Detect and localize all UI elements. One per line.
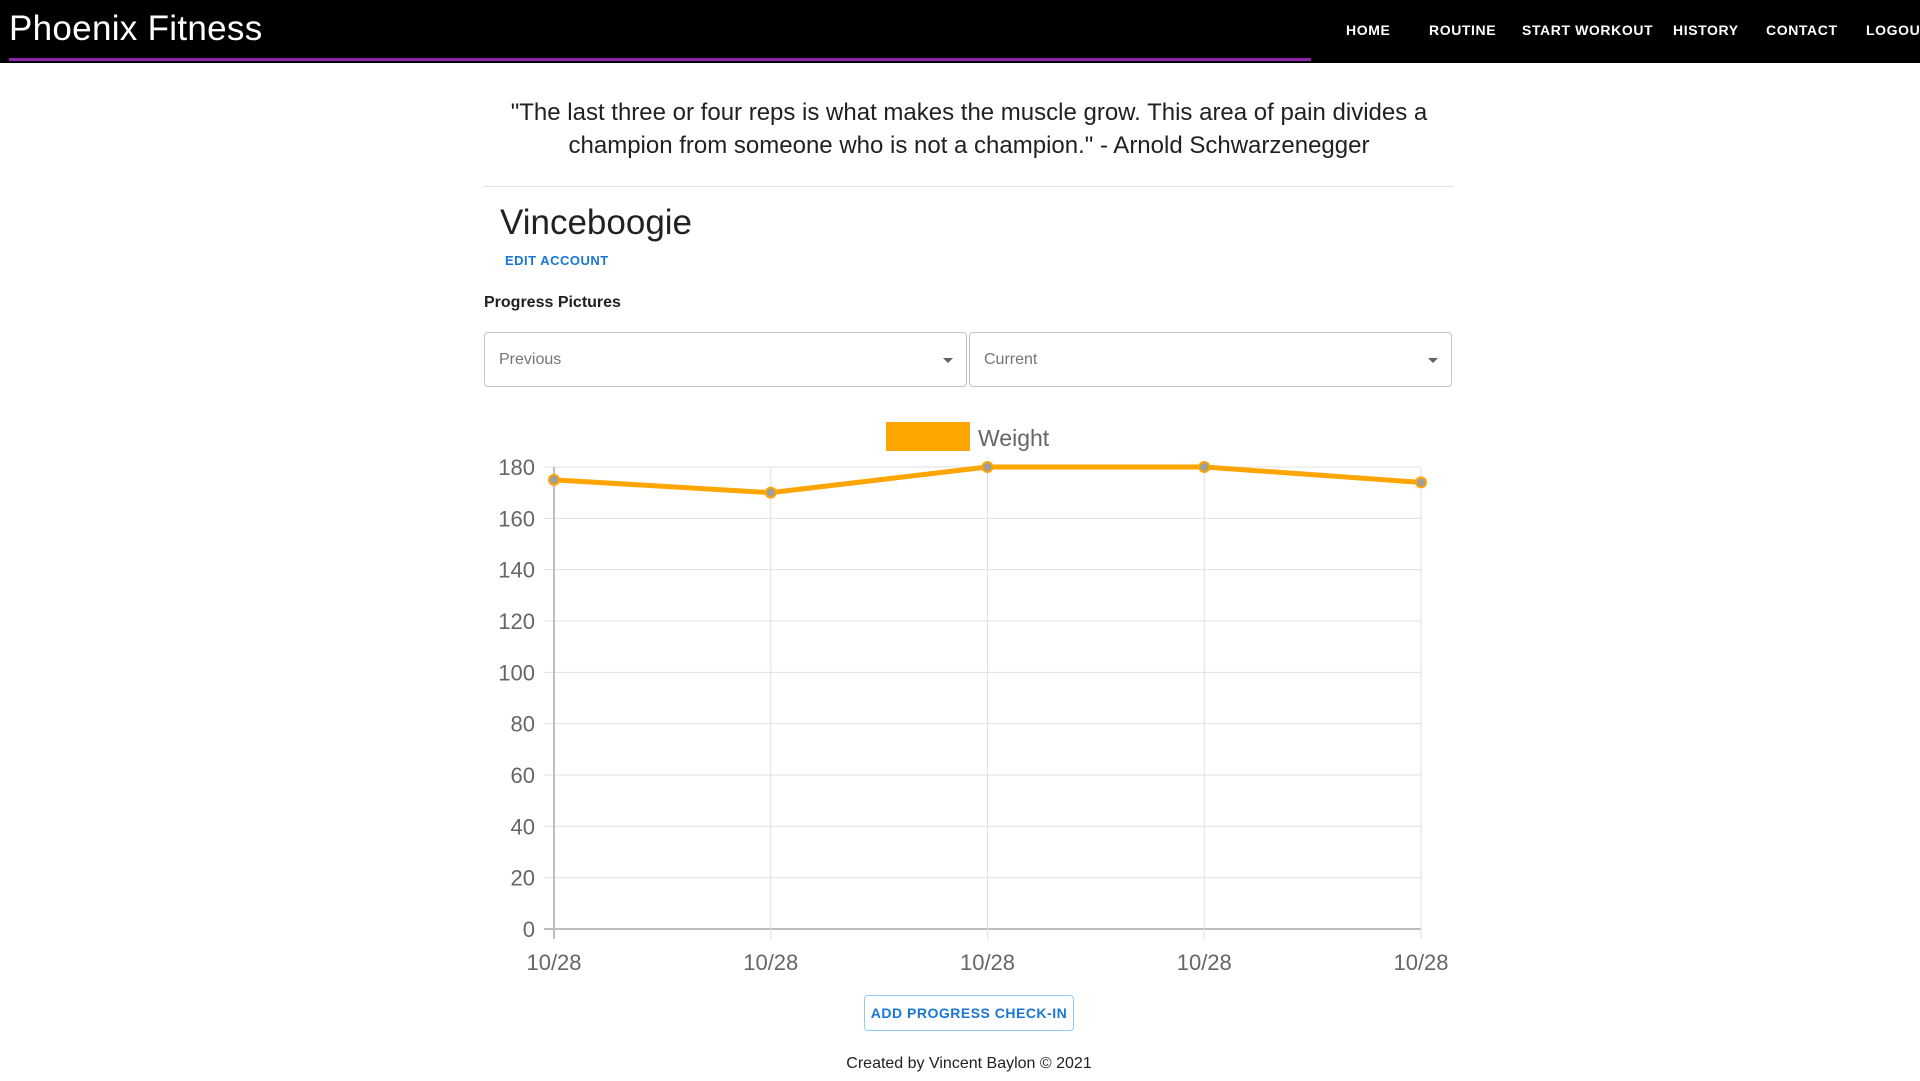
y-tick-label: 180 xyxy=(498,455,535,480)
chart-legend: Weight xyxy=(886,422,1050,451)
data-point-weight xyxy=(1415,476,1427,489)
legend-swatch-weight xyxy=(886,422,970,451)
chart-axes: 0 20 40 60 80 100 120 140 160 180 10/28 10/28 10/28 1… xyxy=(498,455,1448,975)
edit-account-button[interactable]: EDIT ACCOUNT xyxy=(505,253,609,268)
current-picture-select[interactable]: Current xyxy=(969,332,1452,387)
weight-line-chart: Weight 0 20 40 60 80 100 120 140 160 180 10/28 10/2… xyxy=(498,422,1449,975)
chevron-down-icon xyxy=(1428,358,1438,363)
x-tick-label: 10/28 xyxy=(1393,950,1448,975)
y-tick-label: 60 xyxy=(511,763,535,788)
previous-select-label: Previous xyxy=(499,351,562,368)
chart-series xyxy=(548,461,1427,499)
nav-home[interactable]: HOME xyxy=(1346,22,1391,38)
y-tick-label: 40 xyxy=(511,814,535,839)
current-select-label: Current xyxy=(984,351,1038,368)
y-tick-label: 0 xyxy=(523,917,535,942)
x-tick-label: 10/28 xyxy=(743,950,798,975)
footer-credit: Created by Vincent Baylon © 2021 xyxy=(846,1055,1092,1072)
progress-pictures-label: Progress Pictures xyxy=(484,294,621,311)
data-point-weight xyxy=(764,486,777,499)
y-tick-label: 80 xyxy=(511,712,535,737)
section-divider xyxy=(484,186,1454,187)
y-tick-label: 20 xyxy=(511,866,535,891)
x-tick-label: 10/28 xyxy=(526,950,581,975)
nav-start-workout[interactable]: START WORKOUT xyxy=(1522,22,1654,38)
nav-history[interactable]: HISTORY xyxy=(1673,22,1739,38)
nav-logout[interactable]: LOGOUT xyxy=(1866,22,1920,38)
data-point-weight xyxy=(548,473,560,486)
x-tick-label: 10/28 xyxy=(1177,950,1232,975)
nav-contact[interactable]: CONTACT xyxy=(1766,22,1838,38)
y-tick-label: 140 xyxy=(498,558,535,583)
previous-picture-select[interactable]: Previous xyxy=(484,332,967,387)
chevron-down-icon xyxy=(943,358,953,363)
brand-underline xyxy=(9,58,1311,61)
motivational-quote: "The last three or four reps is what mak… xyxy=(510,99,1428,159)
nav-routine[interactable]: ROUTINE xyxy=(1429,22,1497,38)
chart-grid xyxy=(544,466,1422,939)
add-progress-checkin-button[interactable]: ADD PROGRESS CHECK-IN xyxy=(864,995,1074,1031)
top-navbar: Phoenix Fitness HOME ROUTINE START WORKO… xyxy=(0,0,1920,63)
brand-title[interactable]: Phoenix Fitness xyxy=(9,9,263,48)
legend-label-weight: Weight xyxy=(978,425,1050,451)
y-tick-label: 120 xyxy=(498,609,535,634)
y-tick-label: 160 xyxy=(498,506,535,531)
profile-username: Vinceboogie xyxy=(500,203,693,242)
data-point-weight xyxy=(981,461,994,473)
x-tick-label: 10/28 xyxy=(960,950,1015,975)
data-point-weight xyxy=(1198,461,1211,473)
y-tick-label: 100 xyxy=(498,660,535,685)
